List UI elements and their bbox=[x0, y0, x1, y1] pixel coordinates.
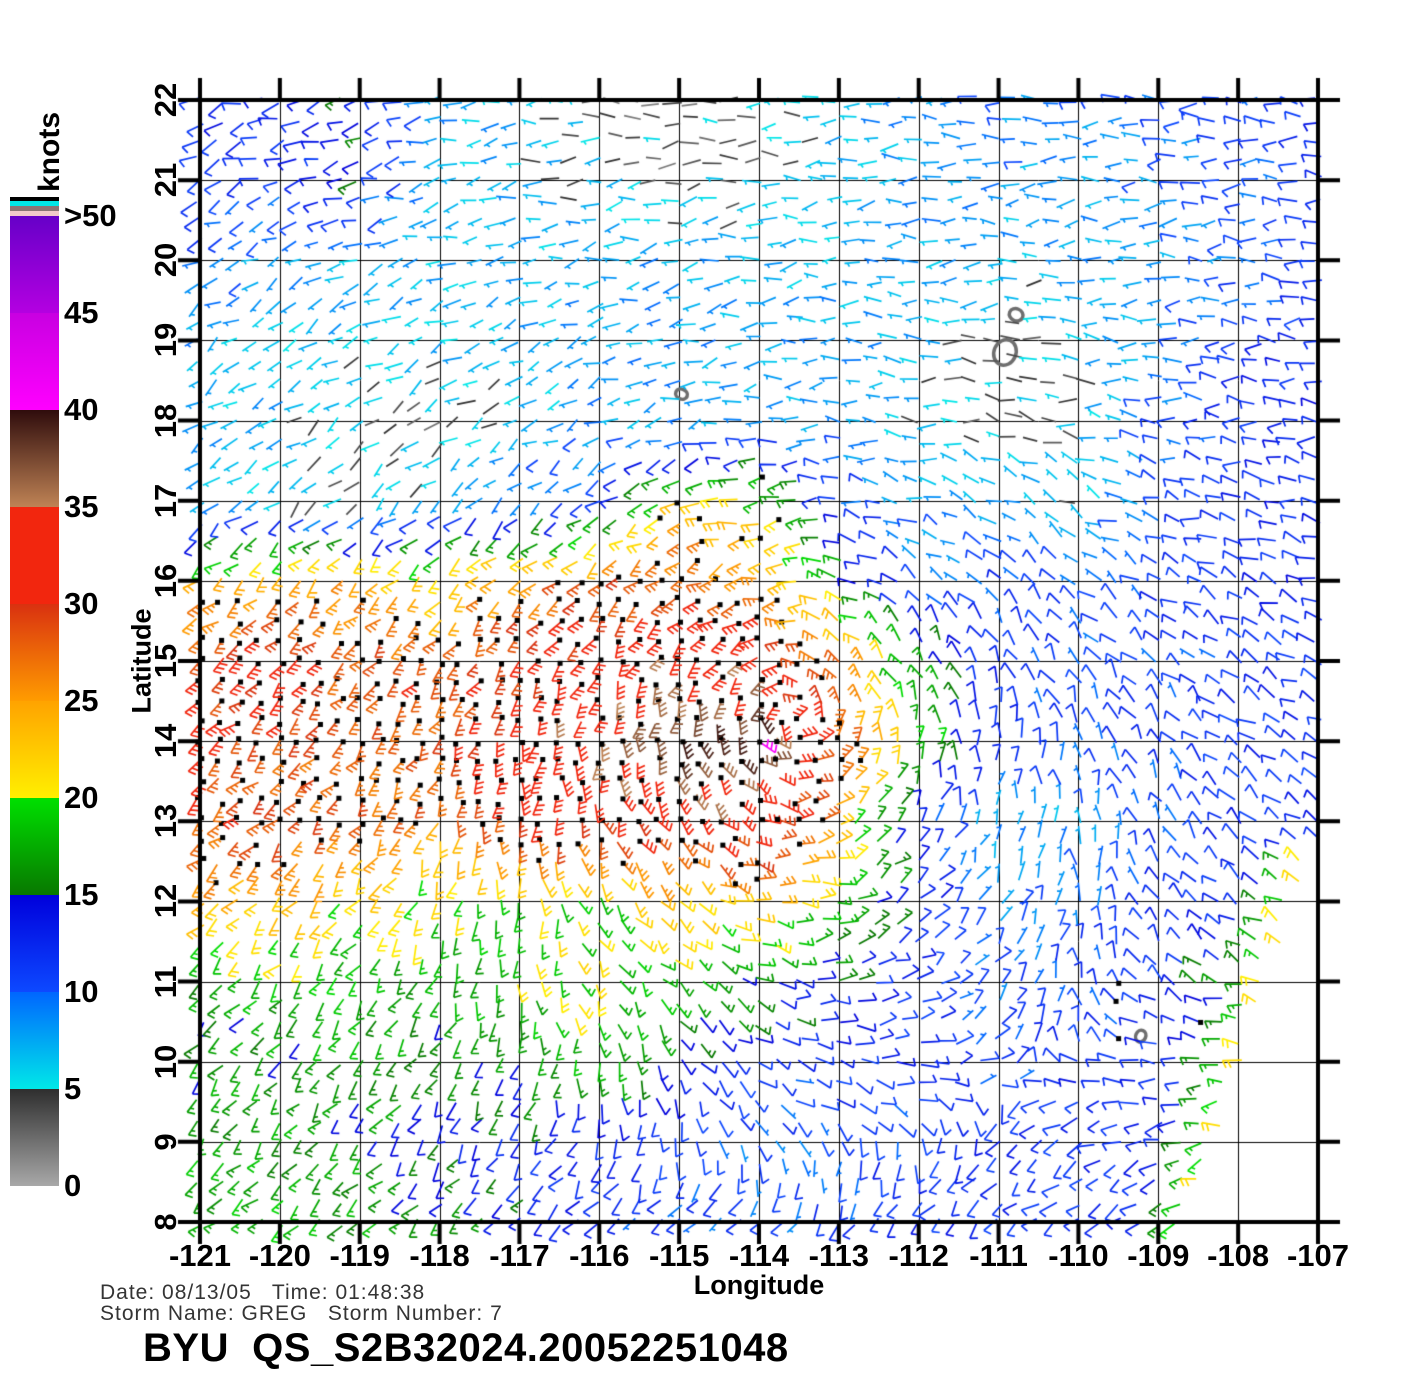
y-axis-label: Latitude bbox=[126, 608, 157, 714]
y-tick-label: 11 bbox=[148, 965, 183, 998]
colorbar-tick-label: 45 bbox=[64, 295, 99, 330]
colorbar-tick-label: 40 bbox=[64, 392, 99, 427]
colorbar-segment bbox=[10, 701, 59, 798]
y-tick-label: 22 bbox=[148, 82, 183, 118]
colorbar-segment bbox=[10, 1089, 59, 1186]
colorbar-tick-label: 0 bbox=[64, 1168, 82, 1203]
x-tick-label: -120 bbox=[248, 1238, 311, 1273]
y-tick-label: 17 bbox=[148, 483, 183, 518]
storm-info-text: Storm Name: GREG Storm Number: 7 bbox=[100, 1302, 503, 1325]
colorbar-tick-label: 15 bbox=[64, 877, 99, 912]
x-tick-label: -121 bbox=[168, 1238, 232, 1273]
x-tick-label: -115 bbox=[648, 1238, 710, 1273]
colorbar-band bbox=[10, 197, 59, 201]
colorbar-segment bbox=[10, 313, 59, 410]
colorbar-tick-label: 20 bbox=[64, 780, 99, 815]
y-tick-label: 10 bbox=[148, 1044, 183, 1079]
x-tick-label: -117 bbox=[489, 1238, 550, 1273]
x-tick-label: -113 bbox=[808, 1238, 870, 1273]
x-axis-label: Longitude bbox=[693, 1270, 825, 1300]
colorbar-band bbox=[10, 206, 59, 211]
x-tick-label: -118 bbox=[409, 1238, 470, 1273]
colorbar-segment bbox=[10, 992, 59, 1089]
colorbar-tick-label: >50 bbox=[64, 198, 117, 233]
x-tick-label: -119 bbox=[329, 1238, 390, 1273]
colorbar-tick-label: 25 bbox=[64, 683, 99, 718]
figure-title: BYU QS_S2B32024.20052251048 bbox=[143, 1326, 789, 1370]
x-tick-label: -108 bbox=[1207, 1238, 1270, 1273]
colorbar-segment bbox=[10, 507, 59, 604]
x-tick-label: -116 bbox=[569, 1238, 630, 1273]
colorbar bbox=[10, 197, 59, 1186]
colorbar-band bbox=[10, 211, 59, 216]
colorbar-title: knots bbox=[33, 111, 66, 193]
x-tick-label: -110 bbox=[1048, 1238, 1109, 1273]
colorbar-segment bbox=[10, 216, 59, 313]
colorbar-segment bbox=[10, 604, 59, 701]
colorbar-tick-label: 35 bbox=[64, 489, 99, 524]
colorbar-segment bbox=[10, 410, 59, 507]
y-tick-label: 18 bbox=[148, 403, 183, 438]
x-tick-label: -109 bbox=[1127, 1238, 1190, 1273]
x-tick-label: -112 bbox=[888, 1238, 949, 1273]
colorbar-segment bbox=[10, 798, 59, 895]
colorbar-tick-label: 30 bbox=[64, 586, 99, 621]
x-tick-label: -111 bbox=[969, 1238, 1028, 1273]
y-tick-label: 8 bbox=[148, 1213, 183, 1231]
x-tick-label: -107 bbox=[1286, 1238, 1350, 1273]
y-tick-label: 16 bbox=[148, 563, 183, 599]
y-tick-label: 20 bbox=[148, 243, 183, 278]
colorbar-segment bbox=[10, 895, 59, 992]
y-tick-label: 12 bbox=[148, 884, 183, 919]
y-tick-label: 14 bbox=[148, 723, 183, 759]
y-tick-label: 9 bbox=[148, 1133, 183, 1151]
y-tick-label: 21 bbox=[148, 162, 183, 198]
y-tick-label: 13 bbox=[148, 804, 183, 839]
colorbar-tick-label: 10 bbox=[64, 974, 99, 1009]
date-time-text: Date: 08/13/05 Time: 01:48:38 bbox=[100, 1281, 426, 1304]
colorbar-tick-label: 5 bbox=[64, 1071, 82, 1106]
x-tick-label: -114 bbox=[728, 1238, 790, 1273]
colorbar-band bbox=[10, 201, 59, 206]
y-tick-label: 19 bbox=[148, 323, 183, 358]
